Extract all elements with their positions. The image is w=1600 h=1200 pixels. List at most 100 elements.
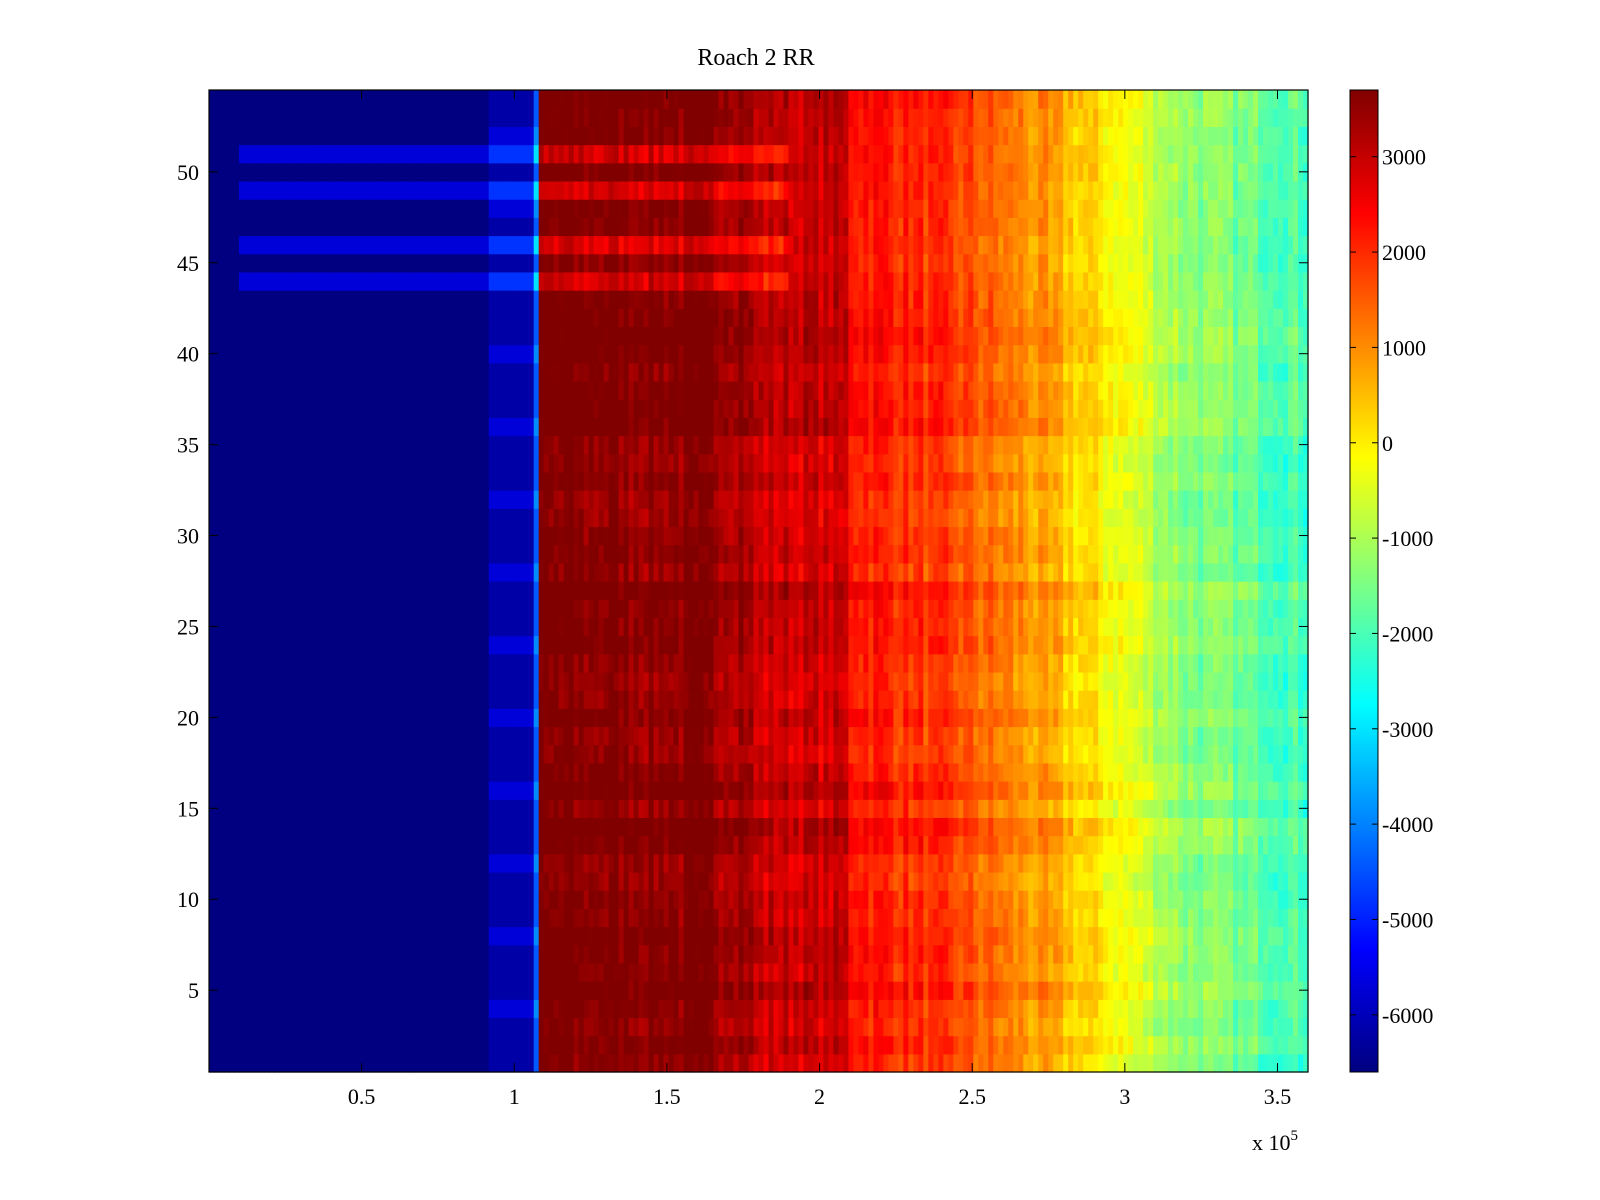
heatmap-cell — [638, 1017, 645, 1037]
heatmap-cell — [553, 762, 560, 782]
heatmap-cell — [388, 744, 395, 764]
heatmap-cell — [368, 853, 375, 873]
heatmap-cell — [1108, 1053, 1114, 1073]
heatmap-cell — [1133, 799, 1139, 819]
heatmap-cell — [738, 744, 745, 764]
heatmap-cell — [978, 962, 984, 982]
heatmap-cell — [993, 926, 999, 946]
heatmap-cell — [458, 926, 465, 946]
heatmap-cell — [228, 944, 235, 964]
heatmap-cell — [1148, 799, 1154, 819]
heatmap-cell — [823, 781, 830, 800]
heatmap-cell — [483, 653, 490, 673]
heatmap-cell — [718, 762, 725, 782]
heatmap-cell — [983, 726, 989, 746]
heatmap-cell — [1048, 781, 1054, 800]
heatmap-cell — [298, 744, 305, 764]
heatmap-cell — [568, 817, 575, 837]
heatmap-cell — [763, 744, 770, 764]
heatmap-cell — [553, 744, 560, 764]
heatmap-cell — [908, 762, 914, 782]
heatmap-cell — [623, 908, 630, 928]
heatmap-cell — [598, 781, 605, 800]
heatmap-cell — [338, 726, 345, 746]
heatmap-cell — [1028, 908, 1034, 928]
heatmap-cell — [1238, 962, 1244, 982]
heatmap-cell — [478, 817, 485, 837]
heatmap-cell — [798, 744, 805, 764]
heatmap-cell — [828, 817, 835, 837]
heatmap-cell — [903, 999, 909, 1019]
heatmap-cell — [223, 817, 230, 837]
heatmap-cell — [703, 926, 710, 946]
heatmap-cell — [298, 781, 305, 800]
heatmap-cell — [1248, 835, 1254, 855]
heatmap-cell — [803, 890, 810, 909]
heatmap-cell — [673, 817, 680, 837]
heatmap-cell — [678, 981, 685, 1000]
heatmap-cell — [1288, 871, 1294, 891]
heatmap-cell — [598, 762, 605, 782]
heatmap-cell — [668, 817, 675, 837]
heatmap-cell — [723, 926, 730, 946]
heatmap-cell — [428, 690, 435, 709]
heatmap-cell — [1138, 671, 1144, 691]
heatmap-cell — [918, 708, 924, 728]
heatmap-cell — [663, 799, 670, 819]
heatmap-cell — [1073, 799, 1079, 819]
heatmap-cell — [618, 853, 625, 873]
heatmap-cell — [1008, 962, 1014, 982]
heatmap-cell — [763, 999, 770, 1019]
heatmap-cell — [1218, 690, 1224, 709]
heatmap-cell — [1098, 817, 1104, 837]
heatmap-cell — [1123, 1017, 1129, 1037]
heatmap-cell — [798, 781, 805, 800]
heatmap-cell — [1048, 671, 1054, 691]
heatmap-cell — [898, 1035, 904, 1055]
heatmap-cell — [1138, 926, 1144, 946]
heatmap-cell — [1183, 1017, 1189, 1037]
heatmap-cell — [214, 1053, 220, 1073]
heatmap-cell — [223, 1017, 230, 1037]
heatmap-cell — [498, 726, 505, 746]
heatmap-cell — [728, 781, 735, 800]
heatmap-cell — [1013, 1017, 1019, 1037]
heatmap-cell — [858, 944, 865, 964]
heatmap-cell — [1138, 835, 1144, 855]
heatmap-cell — [973, 653, 979, 673]
heatmap-cell — [763, 817, 770, 837]
heatmap-cell — [258, 853, 265, 873]
heatmap-cell — [838, 999, 845, 1019]
heatmap-cell — [628, 817, 635, 837]
heatmap-cell — [1208, 981, 1214, 1000]
heatmap-cell — [1223, 835, 1229, 855]
heatmap-cell — [943, 926, 949, 946]
heatmap-cell — [1008, 853, 1014, 873]
heatmap-cell — [573, 835, 580, 855]
heatmap-cell — [1048, 799, 1054, 819]
heatmap-cell — [623, 890, 630, 909]
heatmap-cell — [623, 799, 630, 819]
heatmap-cell — [528, 1017, 535, 1037]
heatmap-cell — [548, 799, 555, 819]
heatmap-cell — [773, 835, 780, 855]
heatmap-cell — [503, 1053, 510, 1073]
heatmap-cell — [548, 726, 555, 746]
heatmap-cell — [823, 744, 830, 764]
heatmap-cell — [1023, 744, 1029, 764]
heatmap-cell — [323, 835, 330, 855]
heatmap-cell — [713, 1035, 720, 1055]
heatmap-cell — [1063, 835, 1069, 855]
heatmap-cell — [833, 726, 840, 746]
heatmap-cell — [528, 853, 535, 873]
heatmap-cell — [1063, 962, 1069, 982]
heatmap-cell — [553, 653, 560, 673]
heatmap-cell — [1128, 799, 1134, 819]
heatmap-cell — [1198, 926, 1204, 946]
heatmap-cell — [308, 835, 315, 855]
heatmap-cell — [883, 690, 889, 709]
heatmap-cell — [813, 981, 820, 1000]
heatmap-cell — [768, 853, 775, 873]
heatmap-cell — [943, 744, 949, 764]
heatmap-cell — [358, 744, 365, 764]
